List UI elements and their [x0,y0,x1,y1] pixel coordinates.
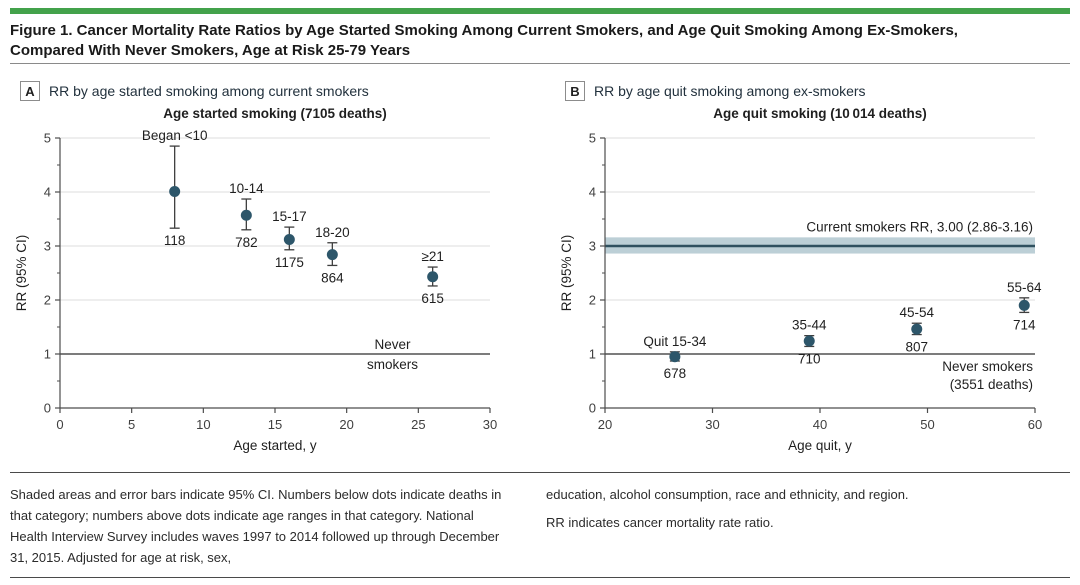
data-point [911,323,923,335]
age-range-label: 18-20 [315,225,350,240]
deaths-label: 864 [321,270,344,285]
deaths-label: 615 [421,291,444,306]
y-axis-title: RR (95% CI) [14,235,29,312]
age-range-label: Quit 15-34 [643,334,707,349]
footnote-left-column: Shaded areas and error bars indicate 95%… [10,487,502,565]
deaths-label: 678 [664,366,687,381]
panel-b: B RR by age quit smoking among ex-smoker… [555,76,1075,462]
y-tick-label: 5 [44,131,51,146]
x-tick-label: 5 [128,417,135,432]
x-tick-label: 60 [1028,417,1042,432]
accent-top-bar [10,8,1070,14]
x-tick-label: 40 [813,417,827,432]
footnote-top-divider [10,472,1070,473]
y-tick-label: 3 [589,239,596,254]
x-tick-label: 30 [705,417,719,432]
x-tick-label: 20 [339,417,353,432]
bottom-divider [10,577,1070,578]
x-axis-title: Age quit, y [788,438,852,453]
panel-b-letter-box: B [565,81,585,101]
data-point [240,209,252,221]
x-tick-label: 50 [920,417,934,432]
current-smokers-band-label: Current smokers RR, 3.00 (2.86-3.16) [806,219,1033,234]
data-point [669,351,681,363]
x-tick-label: 30 [483,417,497,432]
age-range-label: ≥21 [421,249,443,264]
x-tick-label: 15 [268,417,282,432]
x-tick-label: 0 [56,417,63,432]
footnote-right-column: education, alcohol consumption, race and… [546,484,1070,540]
deaths-label: 807 [905,340,928,355]
x-tick-label: 25 [411,417,425,432]
x-tick-label: 20 [598,417,612,432]
data-point [1018,299,1030,311]
figure-title: Figure 1. Cancer Mortality Rate Ratios b… [10,21,1070,61]
panel-a: A RR by age started smoking among curren… [10,76,530,462]
panel-a-title: RR by age started smoking among current … [49,83,369,99]
never-smokers-label: Never [375,337,412,352]
never-smokers-label: (3551 deaths) [950,377,1033,392]
age-range-label: 45-54 [899,305,934,320]
chart-b-plot: Current smokers RR, 3.00 (2.86-3.16) Neve… [559,131,1042,454]
figure-title-line1: Figure 1. Cancer Mortality Rate Ratios b… [10,22,958,39]
chart-a-plot: Never smokers 0 1 2 3 4 5 0 5 10 15 20 25 30 Age starte… [14,128,497,453]
deaths-label: 118 [164,233,186,248]
deaths-label: 710 [798,351,821,366]
x-axis-title: Age started, y [233,438,317,453]
age-range-label: 10-14 [229,181,264,196]
y-tick-label: 2 [44,293,51,308]
age-range-label: Began <10 [142,128,208,143]
panel-a-letter-box: A [20,81,40,101]
data-point [427,271,439,283]
y-tick-label: 1 [44,347,51,362]
figure-title-line2: Compared With Never Smokers, Age at Risk… [10,42,411,59]
footnote-right-line2: RR indicates cancer mortality rate ratio… [546,515,774,530]
chart-a-title: Age started smoking (7105 deaths) [163,106,387,121]
data-point [283,234,295,246]
y-tick-label: 4 [44,185,51,200]
never-smokers-label: smokers [367,357,418,372]
y-tick-label: 0 [44,401,51,416]
y-tick-label: 4 [589,185,596,200]
panel-b-title: RR by age quit smoking among ex-smokers [594,83,866,99]
y-tick-label: 0 [589,401,596,416]
footnote-right-line1: education, alcohol consumption, race and… [546,487,909,502]
deaths-label: 782 [235,235,258,250]
age-range-label: 55-64 [1007,280,1042,295]
panel-b-header: B RR by age quit smoking among ex-smoker… [565,81,866,101]
y-tick-label: 5 [589,131,596,146]
y-tick-label: 1 [589,347,596,362]
data-point [326,249,338,261]
never-smokers-label: Never smokers [942,359,1033,374]
deaths-label: 1175 [275,255,304,270]
deaths-label: 714 [1013,317,1036,332]
y-tick-label: 3 [44,239,51,254]
x-tick-label: 10 [196,417,210,432]
data-point [803,335,815,347]
y-axis-title: RR (95% CI) [559,235,574,312]
y-tick-label: 2 [589,293,596,308]
age-range-label: 15-17 [272,209,307,224]
chart-b-title: Age quit smoking (10 014 deaths) [713,106,927,121]
panel-a-header: A RR by age started smoking among curren… [20,81,369,101]
age-range-label: 35-44 [792,318,827,333]
title-divider [10,63,1070,64]
data-point [169,185,181,197]
